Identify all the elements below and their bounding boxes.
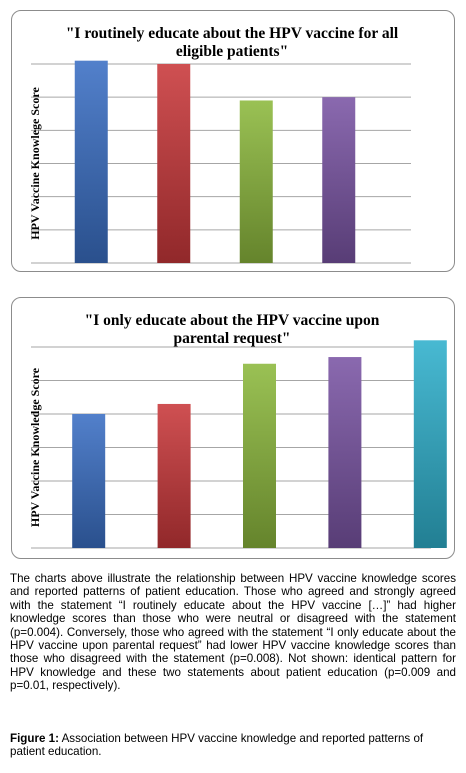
chart-title: "I only educate about the HPV vaccine up… [84,312,380,347]
bar [157,64,191,263]
chart-title: "I routinely educate about the HPV vacci… [65,25,399,60]
bar [239,100,273,263]
chart-panel: HPV Vaccine Knowledge Score "I only educ… [11,297,455,559]
y-axis-label: HPV Vaccine Knowlege Score [28,87,42,240]
chart: HPV Vaccine Knowlege Score [28,60,411,264]
figure-label: Figure 1: [10,732,59,745]
bar [328,357,362,548]
bar [74,60,108,263]
bar [157,403,191,548]
caption-text: The charts above illustrate the relation… [10,572,456,693]
chart-panel: HPV Vaccine Knowlege Score "I routinely … [11,10,455,272]
figure-text: Association between HPV vaccine knowledg… [10,732,424,759]
y-axis-label: HPV Vaccine Knowledge Score [28,367,42,527]
chart: HPV Vaccine Knowledge Score [28,340,447,549]
bar [413,340,447,548]
bar [322,97,356,264]
bar [72,414,106,548]
bar [243,363,276,548]
figure-caption: Figure 1: Association between HPV vaccin… [10,732,456,759]
